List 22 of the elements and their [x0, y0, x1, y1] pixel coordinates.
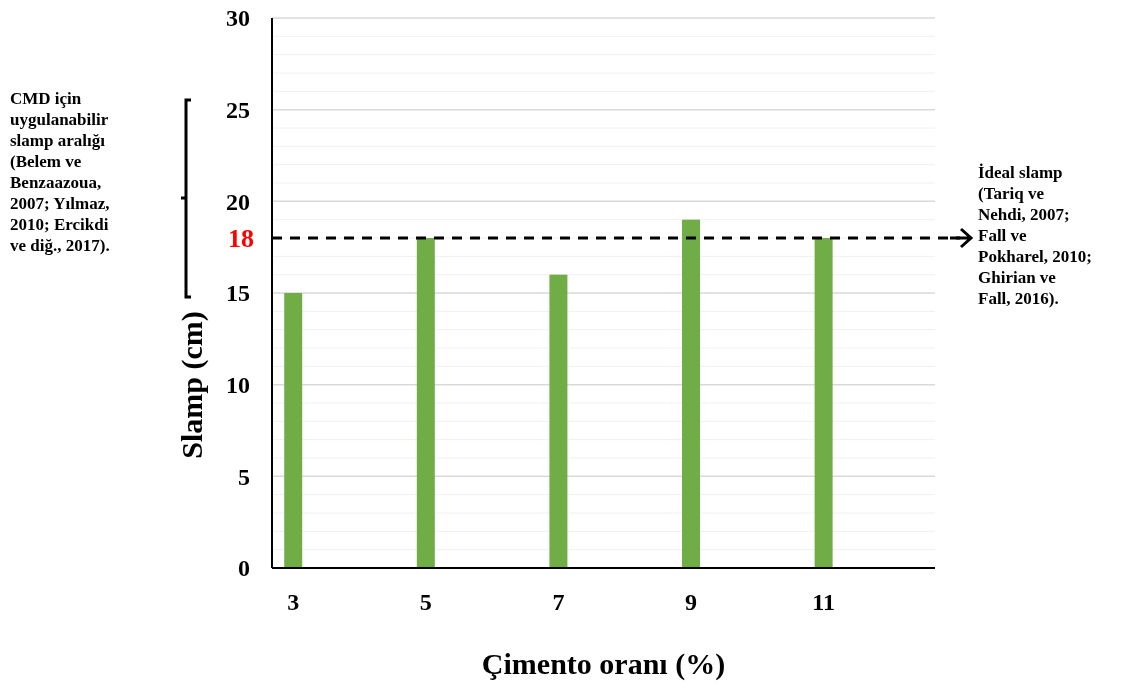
y-axis-title: Slamp (cm)	[175, 311, 209, 459]
bar	[284, 293, 303, 568]
y-tick-label: 30	[226, 5, 250, 32]
bar	[814, 238, 833, 568]
y-tick-label: 5	[238, 463, 250, 490]
text: İdeal slamp (Tariq ve Nehdi, 2007; Fall ve Pokharel, 2010; Ghirian ve Fall, 2016).	[978, 163, 1092, 308]
x-tick-label: 3	[287, 589, 300, 615]
y-tick-label: 0	[238, 555, 250, 582]
y-tick-label: 20	[226, 188, 250, 215]
bar	[682, 219, 701, 568]
bar	[416, 238, 435, 568]
x-tick-label: 5	[419, 589, 432, 615]
y-tick-label: 15	[226, 280, 250, 307]
text: CMD için uygulanabilir slamp aralığı (Belem ve Benzaazoua, 2007; Yılmaz, 2010; Ercikdi ve diğ., 2017).	[10, 89, 110, 255]
x-tick-label: 7	[552, 589, 565, 615]
x-axis-title: Çimento oranı (%)	[481, 647, 726, 681]
x-tick-label: 11	[812, 589, 835, 615]
y-tick-label: 10	[226, 372, 250, 399]
y-tick-label: 25	[226, 97, 250, 124]
ref-line-label: 18	[228, 224, 254, 254]
x-tick-label: 9	[685, 589, 698, 615]
bar	[549, 274, 568, 568]
